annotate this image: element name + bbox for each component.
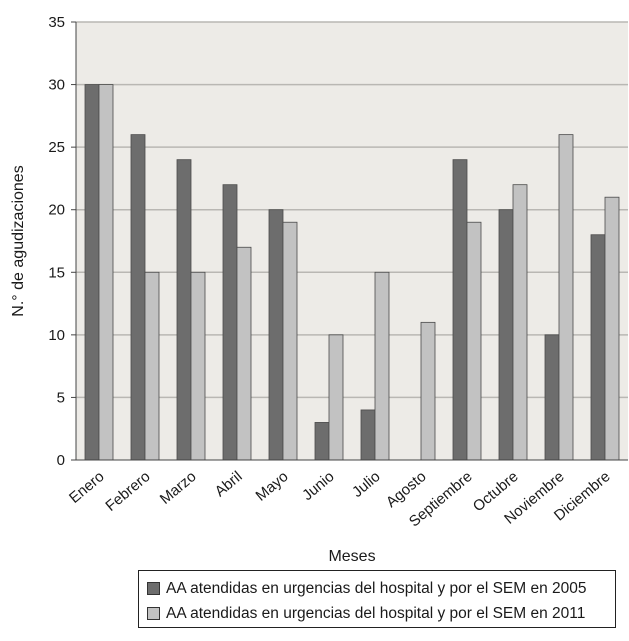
y-tick-label: 0: [57, 452, 65, 469]
legend-swatch-2011: [147, 607, 160, 620]
y-tick-label: 20: [48, 202, 65, 219]
y-axis-label: N.° de agudizaciones: [10, 165, 27, 316]
legend-item-2011: AA atendidas en urgencias del hospital y…: [147, 601, 615, 626]
bar-2011-enero: [98, 84, 114, 461]
bar-2011-julio: [374, 271, 390, 461]
legend-item-2005: AA atendidas en urgencias del hospital y…: [147, 576, 615, 601]
bar-2005-noviembre: [544, 334, 560, 461]
y-tick-label: 15: [48, 264, 65, 281]
bar-2005-octubre: [498, 209, 514, 461]
bar-2011-febrero: [144, 271, 160, 461]
x-axis-label: Meses: [328, 548, 375, 565]
bar-2005-enero: [84, 84, 100, 461]
bars: [84, 84, 620, 461]
y-tick-label: 35: [48, 14, 65, 31]
y-tick-label: 30: [48, 77, 65, 94]
bar-2005-julio: [360, 409, 376, 461]
x-tick-label: Febrero: [102, 468, 153, 515]
y-tick-label: 5: [57, 389, 65, 406]
legend: AA atendidas en urgencias del hospital y…: [138, 570, 616, 628]
bar-2005-diciembre: [590, 234, 606, 461]
legend-swatch-2005: [147, 582, 160, 595]
bar-2011-marzo: [190, 271, 206, 461]
gridlines: [76, 21, 628, 399]
x-tick-label: Enero: [66, 468, 108, 507]
bar-2005-febrero: [130, 134, 146, 461]
y-tick-label: 25: [48, 139, 65, 156]
x-tick-label: Julio: [349, 468, 384, 501]
bar-2011-abril: [236, 246, 252, 461]
bar-2005-marzo: [176, 159, 192, 461]
bar-2011-noviembre: [558, 134, 574, 461]
legend-label-2005: AA atendidas en urgencias del hospital y…: [166, 579, 587, 597]
bar-2011-mayo: [282, 221, 298, 461]
x-tick-label: Abril: [212, 468, 246, 500]
plot-area: [76, 22, 628, 460]
bar-2005-abril: [222, 184, 238, 461]
bar-2005-mayo: [268, 209, 284, 461]
x-tick-label: Marzo: [157, 468, 200, 508]
x-tick-label: Mayo: [253, 468, 292, 505]
y-tick-label: 10: [48, 327, 65, 344]
bar-2005-junio: [314, 422, 330, 461]
bar-2011-septiembre: [466, 221, 482, 461]
bar-2011-junio: [328, 334, 344, 461]
y-axis-ticks: 0 5 10 15 20 25 30 35: [48, 14, 76, 469]
bar-2011-octubre: [512, 184, 528, 461]
legend-label-2011: AA atendidas en urgencias del hospital y…: [166, 604, 586, 622]
x-tick-label: Junio: [299, 468, 337, 504]
bar-2011-agosto: [420, 321, 436, 461]
bar-2005-septiembre: [452, 159, 468, 461]
bar-2011-diciembre: [604, 196, 620, 461]
